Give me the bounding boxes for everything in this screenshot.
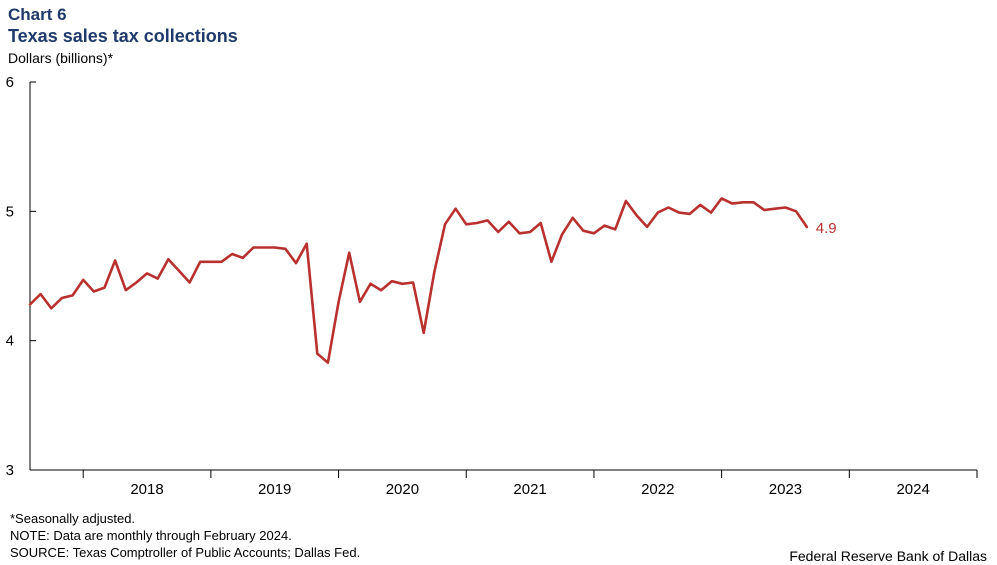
x-tick-label-2023: 2023: [769, 481, 802, 498]
x-tick-label-2020: 2020: [386, 481, 419, 498]
y-tick-label-5: 5: [6, 203, 14, 220]
footnotes: *Seasonally adjusted. NOTE: Data are mon…: [10, 510, 360, 561]
x-tick-label-2021: 2021: [513, 481, 546, 498]
x-tick-label-2019: 2019: [258, 481, 291, 498]
chart-number: Chart 6: [8, 5, 67, 24]
y-tick-label-6: 6: [6, 74, 14, 91]
series-line-0: [28, 197, 809, 365]
chart-title: Texas sales tax collections: [8, 26, 238, 46]
y-tick-label-4: 4: [6, 333, 14, 350]
x-tick-label-2024: 2024: [896, 481, 929, 498]
credit-text: Federal Reserve Bank of Dallas: [789, 548, 987, 564]
x-tick-label-2022: 2022: [641, 481, 674, 498]
footnote-source: SOURCE: Texas Comptroller of Public Acco…: [10, 545, 361, 560]
y-tick-label-3: 3: [6, 462, 14, 479]
y-axis-label: Dollars (billions)*: [8, 50, 114, 66]
x-tick-label-2018: 2018: [130, 481, 163, 498]
end-value-label: 4.9: [816, 220, 837, 237]
footnote-note: NOTE: Data are monthly through February …: [10, 528, 292, 543]
footnote-seasonal: *Seasonally adjusted.: [10, 511, 136, 526]
